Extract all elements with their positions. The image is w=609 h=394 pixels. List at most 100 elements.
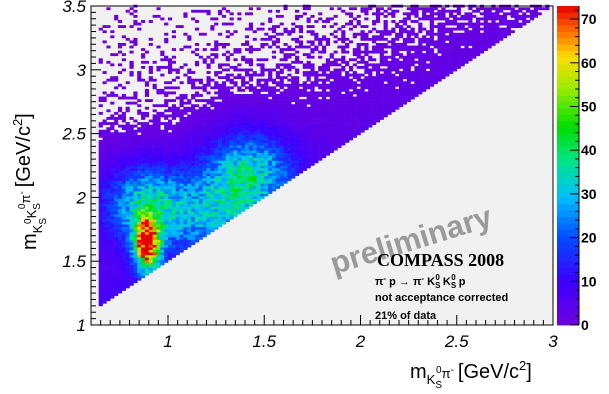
heatmap-cell: [245, 122, 250, 125]
heatmap-cell: [152, 83, 157, 87]
heatmap-cell: [395, 78, 400, 82]
heatmap-cell: [245, 147, 250, 151]
heatmap-cell: [275, 180, 280, 184]
heatmap-cell: [194, 20, 200, 23]
heatmap-cell: [141, 242, 146, 245]
heatmap-cell: [133, 155, 138, 159]
heatmap-cell: [125, 129, 130, 133]
heatmap-cell: [164, 109, 169, 113]
heatmap-cell: [229, 208, 234, 212]
heatmap-cell: [275, 76, 280, 80]
heatmap-cell: [144, 165, 150, 169]
heatmap-cell: [410, 86, 415, 90]
heatmap-cell: [406, 45, 411, 49]
heatmap-cell: [352, 83, 357, 87]
heatmap-cell: [187, 78, 192, 82]
heatmap-cell: [379, 78, 384, 82]
heatmap-cell: [352, 63, 357, 67]
heatmap-cell: [352, 71, 357, 74]
heatmap-cell: [422, 9, 427, 13]
heatmap-cell: [229, 129, 234, 133]
heatmap-cell: [441, 9, 446, 13]
heatmap-cell: [433, 55, 438, 59]
heatmap-cell: [241, 139, 246, 143]
heatmap-cell: [152, 234, 157, 238]
heatmap-cell: [102, 224, 107, 228]
heatmap-cell: [194, 155, 200, 159]
heatmap-cell: [491, 17, 496, 21]
heatmap-cell: [368, 78, 373, 82]
heatmap-cell: [406, 88, 411, 92]
heatmap-cell: [229, 150, 234, 154]
heatmap-cell: [164, 191, 169, 194]
heatmap-cell: [171, 198, 176, 202]
heatmap-cell: [229, 173, 234, 177]
heatmap-cell: [98, 185, 103, 189]
heatmap-cell: [387, 73, 392, 77]
heatmap-cell: [98, 160, 103, 164]
heatmap-cell: [360, 119, 365, 123]
heatmap-cell: [264, 68, 269, 72]
heatmap-cell: [452, 40, 458, 44]
heatmap-cell: [117, 239, 123, 243]
heatmap-cell: [183, 152, 188, 156]
heatmap-cell: [352, 109, 357, 113]
heatmap-cell: [191, 216, 196, 220]
heatmap-cell: [356, 117, 361, 120]
heatmap-cell: [268, 175, 273, 179]
heatmap-cell: [183, 198, 188, 202]
heatmap-cell: [175, 111, 180, 115]
heatmap-cell: [106, 193, 111, 197]
heatmap-cell: [144, 257, 150, 261]
heatmap-cell: [144, 254, 150, 258]
heatmap-cell: [233, 48, 238, 51]
heatmap-cell: [391, 12, 396, 16]
heatmap-cell: [406, 81, 411, 85]
heatmap-cell: [144, 185, 150, 189]
heatmap-cell: [160, 17, 165, 21]
heatmap-cell: [337, 111, 342, 115]
heatmap-cell: [221, 117, 227, 120]
heatmap-cell: [141, 254, 146, 258]
heatmap-cell: [106, 244, 111, 248]
heatmap-cell: [121, 145, 126, 148]
heatmap-cell: [191, 139, 196, 143]
heatmap-cell: [245, 183, 250, 187]
heatmap-cell: [368, 96, 373, 100]
heatmap-cell: [102, 239, 107, 243]
heatmap-cell: [268, 139, 273, 143]
heatmap-cell: [117, 152, 123, 156]
heatmap-cell: [422, 45, 427, 49]
heatmap-cell: [364, 109, 369, 113]
heatmap-cell: [256, 81, 261, 85]
heatmap-cell: [141, 262, 146, 266]
heatmap-cell: [314, 111, 319, 115]
heatmap-cell: [175, 68, 180, 72]
heatmap-cell: [283, 127, 288, 131]
heatmap-cell: [183, 150, 188, 154]
heatmap-cell: [121, 249, 126, 253]
heatmap-cell: [287, 91, 292, 95]
heatmap-cell: [248, 88, 253, 92]
heatmap-cell: [156, 193, 161, 197]
heatmap-cell: [283, 137, 288, 141]
heatmap-cell: [117, 178, 123, 182]
heatmap-cell: [295, 111, 300, 115]
heatmap-cell: [202, 60, 207, 64]
heatmap-cell: [125, 280, 130, 284]
heatmap-cell: [137, 252, 142, 256]
heatmap-cell: [245, 137, 250, 141]
heatmap-cell: [298, 150, 304, 154]
heatmap-cell: [379, 106, 384, 110]
heatmap-cell: [221, 145, 227, 148]
heatmap-cell: [141, 137, 146, 141]
heatmap-cell: [152, 242, 157, 245]
heatmap-cell: [156, 127, 161, 131]
heatmap-cell: [268, 71, 273, 74]
heatmap-cell: [456, 60, 461, 64]
heatmap-cell: [245, 155, 250, 159]
heatmap-cell: [133, 249, 138, 253]
heatmap-cell: [329, 86, 334, 90]
heatmap-cell: [110, 114, 115, 118]
heatmap-cell: [383, 71, 388, 74]
